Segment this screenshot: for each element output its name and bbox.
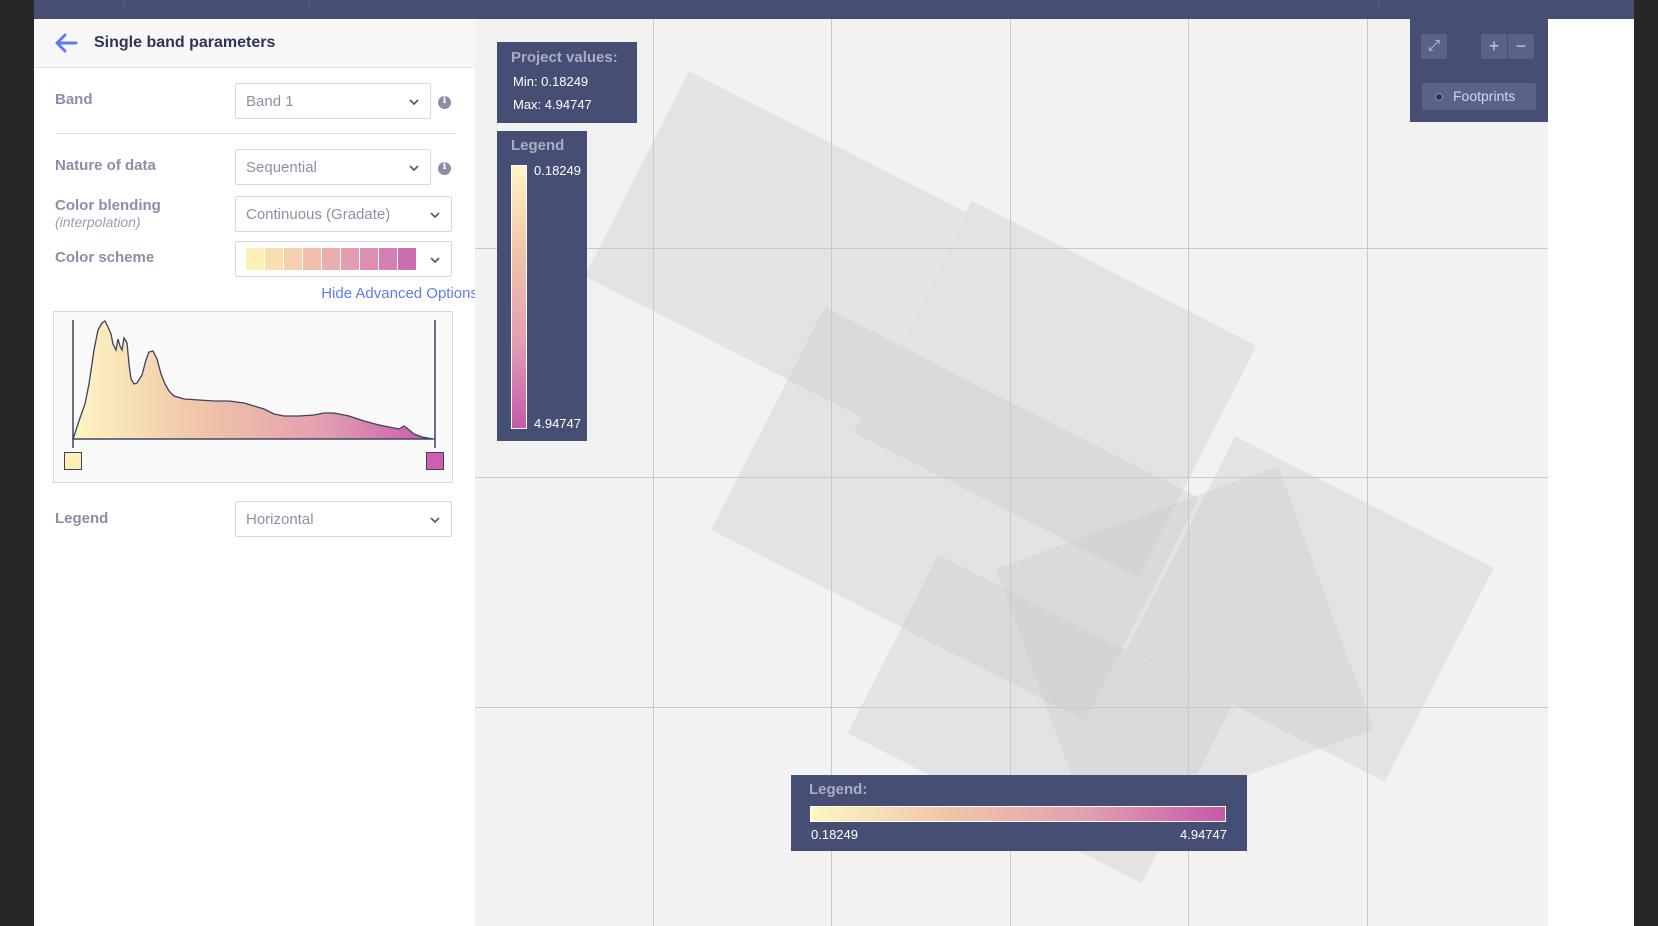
vertical-legend-bottom-value: 4.94747 — [534, 416, 581, 431]
chevron-down-icon — [430, 257, 440, 264]
horizontal-legend-min: 0.18249 — [811, 827, 858, 842]
map-grid-line — [1367, 19, 1368, 926]
color-swatch — [322, 248, 340, 270]
toggle-dot-icon — [1435, 93, 1443, 101]
color-swatch — [341, 248, 359, 270]
info-icon[interactable]: i — [438, 161, 451, 175]
map-grid-line — [475, 477, 1548, 478]
legend-select[interactable]: Horizontal — [235, 501, 452, 537]
nature-select-value: Sequential — [246, 159, 317, 176]
blending-select[interactable]: Continuous (Gradate) — [235, 196, 452, 232]
divider — [56, 133, 456, 134]
chevron-down-icon — [409, 165, 419, 172]
app-window: Single band parameters Band Band 1 i Nat… — [34, 0, 1634, 926]
hide-advanced-options-link[interactable]: Hide Advanced Options — [321, 285, 478, 302]
vertical-legend-gradient — [511, 165, 527, 429]
nature-select[interactable]: Sequential — [235, 149, 431, 185]
color-swatch — [379, 248, 397, 270]
footprints-label: Footprints — [1453, 88, 1516, 104]
color-scheme-swatches — [246, 248, 417, 270]
page-title: Single band parameters — [94, 34, 276, 51]
color-swatch — [265, 248, 283, 270]
map-view[interactable]: Project values: Min: 0.18249 Max: 4.9474… — [475, 19, 1548, 926]
band-select[interactable]: Band 1 — [235, 83, 431, 119]
color-swatch — [246, 248, 264, 270]
horizontal-legend-max: 4.94747 — [1180, 827, 1227, 842]
nature-label: Nature of data — [55, 157, 156, 174]
color-swatch — [398, 248, 416, 270]
blending-select-value: Continuous (Gradate) — [246, 206, 391, 223]
band-label: Band — [55, 91, 93, 108]
info-icon[interactable]: i — [438, 95, 451, 109]
horizontal-legend-gradient — [810, 806, 1226, 822]
back-arrow-icon[interactable] — [52, 32, 80, 54]
project-values-title: Project values: — [511, 49, 618, 66]
blending-label: Color blending — [55, 197, 161, 214]
top-bar-divider — [1378, 0, 1379, 6]
band-select-value: Band 1 — [246, 93, 294, 110]
sidebar-header: Single band parameters — [34, 19, 500, 68]
sidebar: Single band parameters Band Band 1 i Nat… — [34, 19, 501, 926]
zoom-out-button[interactable]: − — [1508, 34, 1534, 59]
blending-sublabel: (interpolation) — [55, 214, 141, 230]
footprints-toggle[interactable]: Footprints — [1422, 83, 1536, 110]
project-values-panel: Project values: Min: 0.18249 Max: 4.9474… — [497, 42, 637, 123]
map-grid-line — [653, 19, 654, 926]
color-swatch — [303, 248, 321, 270]
chevron-down-icon — [430, 212, 440, 219]
horizontal-legend-panel: Legend: 0.18249 4.94747 — [791, 775, 1247, 851]
map-controls-panel: ⤢ + − Footprints — [1410, 19, 1548, 122]
color-swatch — [360, 248, 378, 270]
zoom-in-button[interactable]: + — [1481, 34, 1507, 59]
project-values-min: Min: 0.18249 — [513, 74, 589, 89]
histogram-min-handle[interactable] — [64, 452, 82, 470]
project-values-max: Max: 4.94747 — [513, 97, 592, 112]
legend-select-value: Horizontal — [246, 511, 314, 528]
horizontal-legend-title: Legend: — [809, 781, 868, 798]
histogram — [53, 311, 453, 483]
chevron-down-icon — [430, 517, 440, 524]
top-bar-divider — [124, 0, 125, 6]
map-grid-line — [1188, 19, 1189, 926]
legend-label: Legend — [55, 510, 109, 527]
scheme-label: Color scheme — [55, 249, 155, 266]
top-bar-divider — [309, 0, 310, 6]
fullscreen-icon[interactable]: ⤢ — [1421, 34, 1447, 59]
top-bar — [34, 0, 1634, 19]
map-grid-line — [1010, 19, 1011, 926]
vertical-legend-top-value: 0.18249 — [534, 163, 581, 178]
vertical-legend-panel: Legend 0.18249 4.94747 — [497, 131, 587, 441]
histogram-max-handle[interactable] — [426, 452, 444, 470]
histogram-curve — [72, 320, 434, 440]
map-grid-line — [475, 707, 1548, 708]
color-scheme-select[interactable] — [235, 241, 452, 277]
vertical-legend-title: Legend — [511, 137, 565, 154]
chevron-down-icon — [409, 99, 419, 106]
map-grid-line — [831, 19, 832, 926]
color-swatch — [284, 248, 302, 270]
map-grid-line — [475, 248, 1548, 249]
